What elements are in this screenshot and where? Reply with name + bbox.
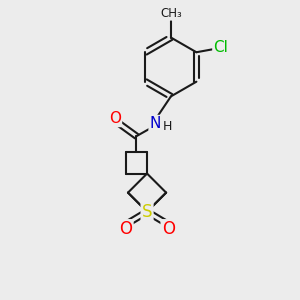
Text: O: O [109,111,121,126]
Text: N: N [150,116,161,131]
Text: H: H [162,120,172,133]
Text: CH₃: CH₃ [160,7,182,20]
Text: Cl: Cl [213,40,228,55]
Text: S: S [142,203,152,221]
Text: O: O [119,220,132,238]
Text: O: O [162,220,175,238]
